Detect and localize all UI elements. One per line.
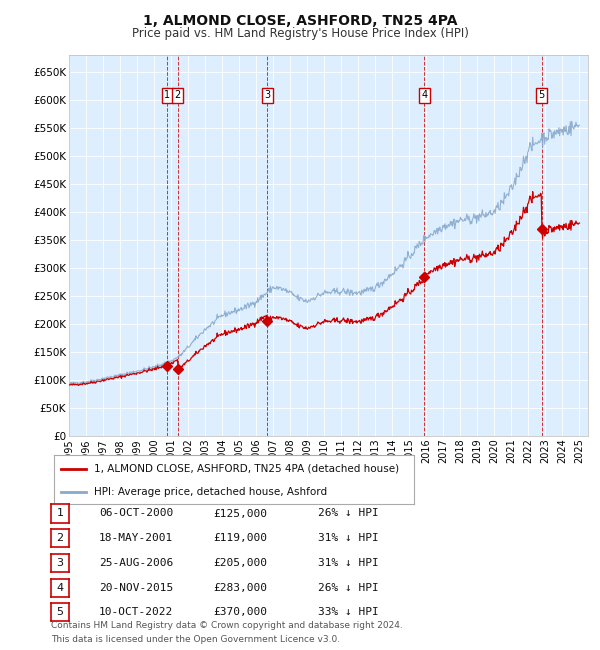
Text: £205,000: £205,000	[213, 558, 267, 568]
Text: 3: 3	[264, 90, 271, 100]
Text: £125,000: £125,000	[213, 508, 267, 519]
Text: 33% ↓ HPI: 33% ↓ HPI	[318, 607, 379, 618]
Text: 26% ↓ HPI: 26% ↓ HPI	[318, 508, 379, 519]
Text: 3: 3	[56, 558, 64, 568]
Text: 1, ALMOND CLOSE, ASHFORD, TN25 4PA: 1, ALMOND CLOSE, ASHFORD, TN25 4PA	[143, 14, 457, 29]
Text: 26% ↓ HPI: 26% ↓ HPI	[318, 582, 379, 593]
Text: Contains HM Land Registry data © Crown copyright and database right 2024.: Contains HM Land Registry data © Crown c…	[51, 621, 403, 630]
Text: 31% ↓ HPI: 31% ↓ HPI	[318, 558, 379, 568]
Text: 1: 1	[164, 90, 170, 100]
Text: 06-OCT-2000: 06-OCT-2000	[99, 508, 173, 519]
Text: £370,000: £370,000	[213, 607, 267, 618]
Text: £283,000: £283,000	[213, 582, 267, 593]
Text: £119,000: £119,000	[213, 533, 267, 543]
Text: This data is licensed under the Open Government Licence v3.0.: This data is licensed under the Open Gov…	[51, 634, 340, 644]
Text: 1: 1	[56, 508, 64, 519]
Text: HPI: Average price, detached house, Ashford: HPI: Average price, detached house, Ashf…	[94, 487, 327, 497]
Text: 5: 5	[56, 607, 64, 618]
Text: 4: 4	[56, 582, 64, 593]
Text: 2: 2	[56, 533, 64, 543]
Text: 31% ↓ HPI: 31% ↓ HPI	[318, 533, 379, 543]
Text: Price paid vs. HM Land Registry's House Price Index (HPI): Price paid vs. HM Land Registry's House …	[131, 27, 469, 40]
Text: 20-NOV-2015: 20-NOV-2015	[99, 582, 173, 593]
Text: 25-AUG-2006: 25-AUG-2006	[99, 558, 173, 568]
Text: 5: 5	[538, 90, 545, 100]
Text: 18-MAY-2001: 18-MAY-2001	[99, 533, 173, 543]
Text: 10-OCT-2022: 10-OCT-2022	[99, 607, 173, 618]
Text: 4: 4	[421, 90, 428, 100]
Text: 2: 2	[175, 90, 181, 100]
Text: 1, ALMOND CLOSE, ASHFORD, TN25 4PA (detached house): 1, ALMOND CLOSE, ASHFORD, TN25 4PA (deta…	[94, 463, 399, 474]
